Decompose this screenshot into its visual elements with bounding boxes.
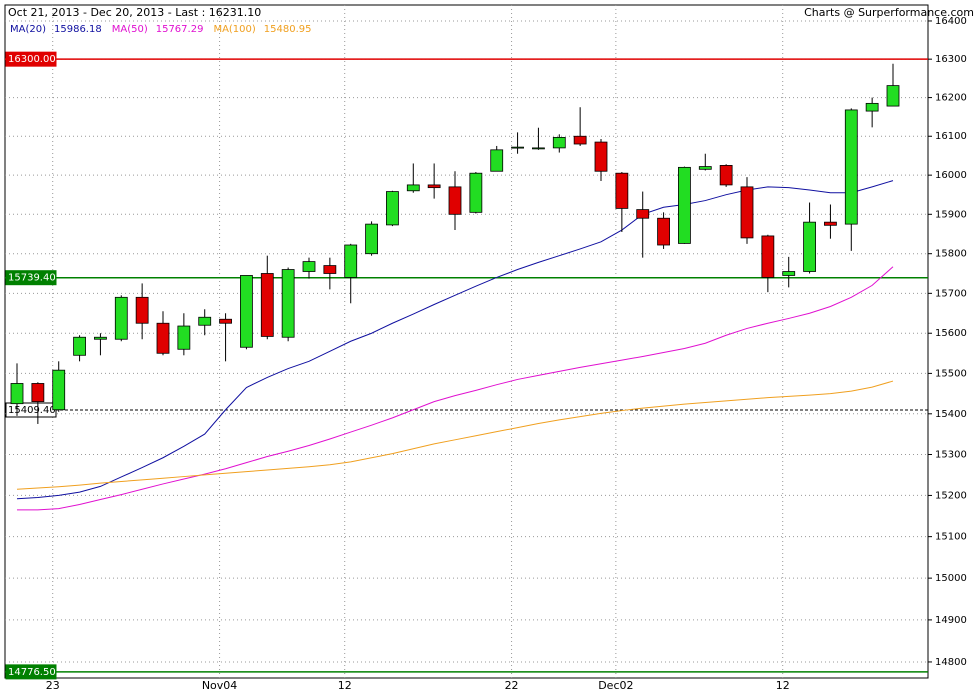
legend-name: MA(100) <box>213 24 255 35</box>
candle-body <box>73 336 86 356</box>
legend-value: 15480.95 <box>264 24 312 35</box>
y-tick-label: 15100 <box>935 532 967 543</box>
candle-body <box>803 221 816 272</box>
x-tick-label: 12 <box>338 679 352 692</box>
candle-body <box>94 336 107 340</box>
y-tick-label: 15700 <box>935 288 967 299</box>
candle-body <box>552 137 566 149</box>
candle-body <box>490 149 504 172</box>
y-tick-label: 15900 <box>935 209 967 220</box>
candle-body <box>761 235 775 278</box>
legend-value: 15767.29 <box>156 24 204 35</box>
candle-body <box>719 165 733 186</box>
candle-body <box>240 275 253 348</box>
y-tick-label: 16400 <box>935 16 967 27</box>
y-tick-label: 15200 <box>935 490 967 501</box>
y-tick-label: 15000 <box>935 573 967 584</box>
reference-label-box <box>5 270 57 286</box>
candle-body <box>281 269 295 338</box>
candle-body <box>678 166 691 244</box>
candle-body <box>824 221 837 226</box>
y-tick-label: 15400 <box>935 409 967 420</box>
x-tick-label: 23 <box>46 679 60 692</box>
x-tick-label: 22 <box>505 679 519 692</box>
chart-source: Charts @ Surperformance.com <box>804 6 974 19</box>
candle-body <box>657 217 670 246</box>
legend-value: 15986.18 <box>54 24 102 35</box>
y-tick-label: 15300 <box>935 449 967 460</box>
candle-body <box>469 172 483 213</box>
y-tick-label: 14800 <box>935 657 967 668</box>
y-tick-label: 14900 <box>935 615 967 626</box>
y-tick-label: 16200 <box>935 93 967 104</box>
candle-body <box>386 191 399 226</box>
candle-body <box>114 296 128 340</box>
reference-label: 15739.40 <box>8 273 56 284</box>
candle-body <box>344 244 358 278</box>
candle-body <box>844 109 858 225</box>
candle-body <box>573 135 587 145</box>
reference-label: 15409.40 <box>8 405 56 416</box>
candle-body <box>177 325 191 350</box>
candle-body <box>156 322 170 354</box>
plot-frame <box>4 4 929 679</box>
candle-body <box>448 186 462 215</box>
candle-body <box>532 147 545 150</box>
candle-body <box>886 85 900 107</box>
candle-body <box>594 141 608 172</box>
candle-body <box>740 186 754 239</box>
y-tick-label: 15800 <box>935 249 967 260</box>
y-tick-label: 16100 <box>935 131 967 142</box>
candle-body <box>302 261 316 272</box>
candle-body <box>135 296 149 324</box>
candle-body <box>865 102 879 112</box>
reference-label: 14776.50 <box>8 667 56 678</box>
reference-label-box <box>5 664 57 680</box>
x-tick-label: Dec02 <box>598 679 633 692</box>
candle-body <box>698 166 712 170</box>
candle-body <box>511 146 524 149</box>
reference-label: 16300.00 <box>8 54 56 65</box>
x-tick-label: Nov04 <box>202 679 237 692</box>
y-tick-label: 15600 <box>935 328 967 339</box>
candle-body <box>219 318 232 324</box>
y-tick-label: 16000 <box>935 170 967 181</box>
candle-body <box>260 273 274 337</box>
candle-body <box>406 184 420 192</box>
candle-body <box>198 316 212 326</box>
legend-name: MA(50) <box>112 24 148 35</box>
candle-body <box>782 271 796 276</box>
moving-average-line <box>16 380 894 490</box>
candle-body <box>52 369 66 411</box>
candle-body <box>323 265 337 274</box>
moving-average-line <box>17 266 894 511</box>
x-tick-label: 12 <box>776 679 790 692</box>
legend-name: MA(20) <box>10 24 46 35</box>
y-tick-label: 16300 <box>935 54 967 65</box>
candle-body <box>636 209 650 219</box>
candle-body <box>427 184 441 189</box>
chart-title: Oct 21, 2013 - Dec 20, 2013 - Last : 162… <box>8 6 261 19</box>
y-tick-label: 15500 <box>935 368 967 379</box>
candle-body <box>365 223 378 255</box>
candle-body <box>31 383 45 403</box>
candle-body <box>10 383 24 405</box>
candle-body <box>615 172 629 209</box>
reference-label-box <box>5 51 57 67</box>
